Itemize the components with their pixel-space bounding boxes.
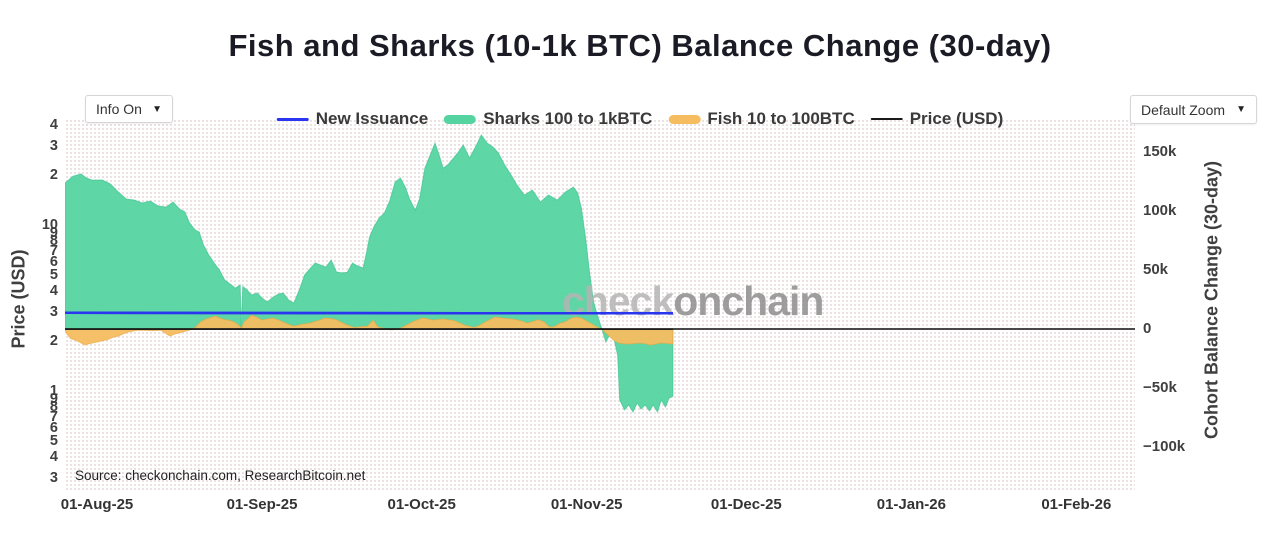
y-left-tick: 8 — [49, 233, 58, 250]
x-tick: 01-Dec-25 — [710, 496, 782, 513]
y-left-tick: 2 — [49, 167, 58, 184]
x-tick: 01-Oct-25 — [387, 496, 456, 513]
y-left-tick: 9 — [49, 224, 58, 241]
y-right-tick: 100k — [1143, 202, 1177, 219]
y-right-tick: 0 — [1143, 320, 1152, 337]
series-new-issuance-top — [65, 311, 673, 315]
series-sharks-100-to-1kbtc — [65, 134, 674, 414]
y-left-tick: 5 — [49, 432, 58, 449]
y-left-tick: 3 — [49, 137, 58, 154]
legend-label: New Issuance — [315, 109, 429, 128]
y-left-tick: 8 — [49, 399, 58, 416]
chevron-down-icon: ▼ — [1236, 104, 1246, 115]
x-tick: 01-Nov-25 — [550, 496, 623, 513]
y-left-tick: 5 — [49, 266, 58, 283]
y-right-tick: −50k — [1143, 379, 1177, 396]
zoom-dropdown[interactable]: Default Zoom ▼ — [1130, 95, 1257, 124]
x-tick: 01-Jan-26 — [876, 496, 946, 513]
area-series-group — [65, 134, 674, 414]
line-series-group — [65, 311, 1135, 330]
watermark: checkonchain — [562, 278, 823, 324]
source-note: Source: checkonchain.com, ResearchBitcoi… — [75, 468, 366, 483]
y-left-tick: 4 — [49, 283, 58, 300]
x-tick: 01-Sep-25 — [226, 496, 298, 513]
page-title: Fish and Sharks (10-1k BTC) Balance Chan… — [228, 28, 1052, 63]
y-left-tick: 7 — [49, 242, 58, 259]
legend-item-new-issuance[interactable]: New Issuance — [276, 109, 429, 129]
y-left-tick: 6 — [49, 253, 58, 270]
series-fish-10-to-100btc — [65, 314, 674, 346]
y-left-tick: 3 — [49, 303, 58, 320]
chevron-down-icon: ▼ — [152, 103, 162, 115]
x-tick: 01-Aug-25 — [60, 496, 134, 513]
legend: New Issuance Sharks 100 to 1kBTC Fish 10… — [276, 109, 1004, 129]
plot-area[interactable]: checkonchain — [65, 119, 1135, 490]
area-swatch-icon — [668, 114, 701, 124]
info-dropdown[interactable]: Info On ▼ — [85, 95, 173, 123]
y-left-tick: 1 — [49, 383, 58, 399]
zoom-dropdown-label: Default Zoom — [1141, 101, 1226, 118]
x-tick: 01-Feb-26 — [1041, 496, 1112, 513]
y-left-tick: 4 — [49, 117, 58, 134]
legend-item-price[interactable]: Price (USD) — [870, 109, 1004, 129]
area-swatch-icon — [444, 114, 477, 124]
line-swatch-icon — [870, 117, 903, 121]
y-left-tick: 4 — [49, 449, 58, 466]
legend-item-fish[interactable]: Fish 10 to 100BTC — [668, 109, 855, 129]
y-right-tick: 150k — [1143, 143, 1177, 160]
y-right-tick: 50k — [1143, 261, 1169, 278]
chart-canvas: checkonchain — [65, 134, 1135, 414]
line-swatch-icon — [276, 117, 309, 121]
info-dropdown-label: Info On — [96, 101, 142, 117]
legend-label: Fish 10 to 100BTC — [707, 109, 855, 128]
legend-label: Sharks 100 to 1kBTC — [483, 109, 653, 128]
legend-label: Price (USD) — [909, 109, 1004, 128]
y-left-tick: 10 — [41, 217, 58, 233]
y-left-tick: 2 — [49, 333, 58, 350]
y-right-tick: −100k — [1143, 438, 1186, 455]
legend-item-sharks[interactable]: Sharks 100 to 1kBTC — [444, 109, 652, 129]
y-left-tick: 3 — [49, 469, 58, 486]
y-left-tick: 6 — [49, 419, 58, 436]
y-left-tick: 7 — [49, 408, 58, 425]
y-left-tick: 9 — [49, 390, 58, 407]
